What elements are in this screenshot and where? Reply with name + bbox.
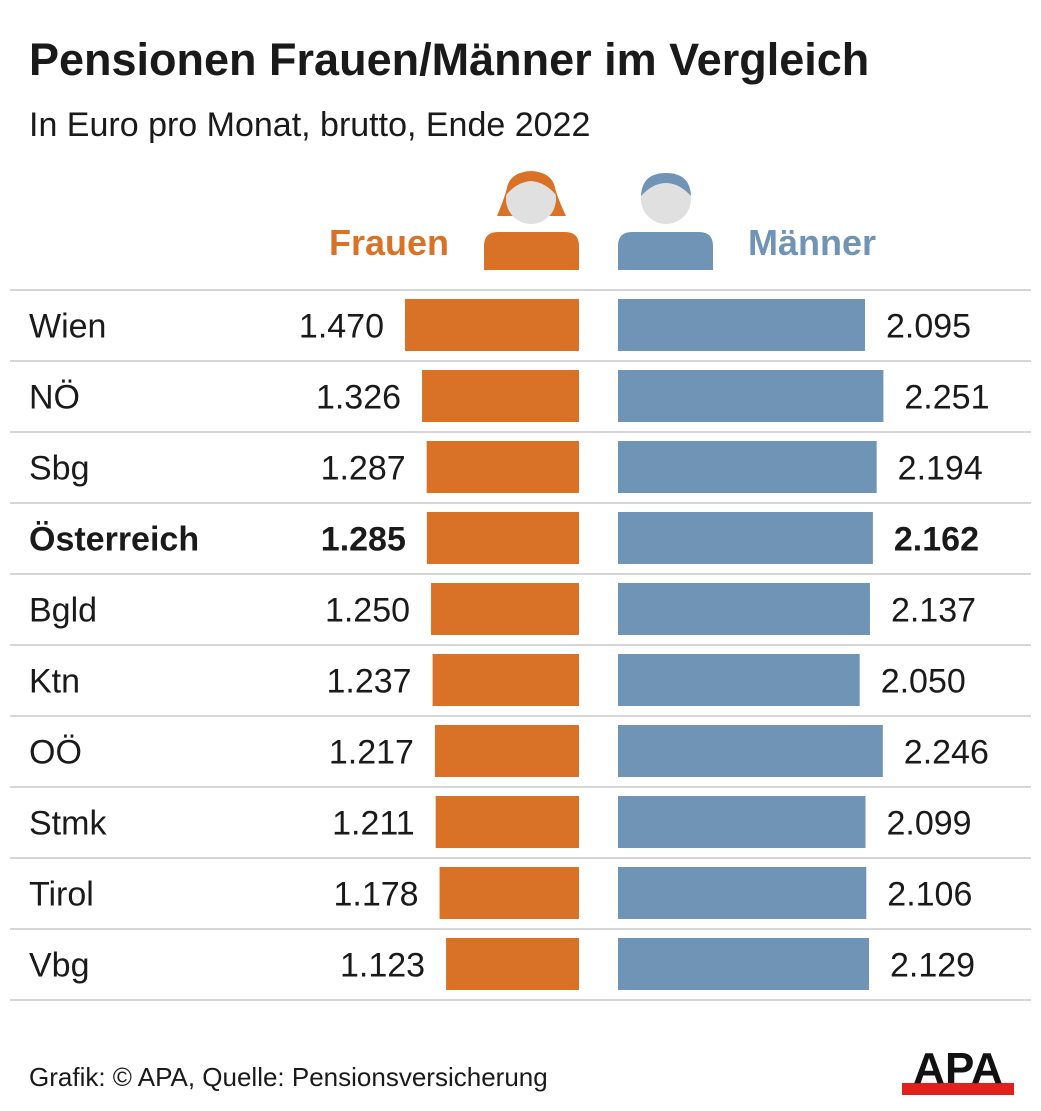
source-note: Grafik: © APA, Quelle: Pensionsversicher… — [29, 1062, 548, 1092]
value-label-frauen: 1.250 — [325, 592, 410, 630]
value-label-frauen: 1.470 — [299, 308, 384, 346]
category-label: Bgld — [29, 592, 97, 630]
category-label: Vbg — [29, 947, 90, 985]
category-label: Ktn — [29, 663, 80, 701]
bar-frauen — [426, 441, 579, 493]
bar-maenner — [618, 583, 870, 635]
bar-frauen — [422, 370, 579, 422]
category-label: Stmk — [29, 805, 107, 843]
chart-title: Pensionen Frauen/Männer im Vergleich — [29, 34, 870, 85]
value-label-frauen: 1.287 — [321, 450, 406, 488]
bar-frauen — [405, 299, 579, 351]
category-label: Wien — [29, 308, 106, 346]
value-label-maenner: 2.251 — [904, 379, 989, 417]
bar-maenner — [618, 512, 873, 564]
bar-maenner — [618, 796, 866, 848]
category-label: Sbg — [29, 450, 90, 488]
category-label: Österreich — [29, 521, 199, 559]
legend-maenner: Männer — [748, 222, 877, 263]
value-label-maenner: 2.129 — [890, 947, 975, 985]
value-label-maenner: 2.050 — [881, 663, 966, 701]
bar-maenner — [618, 725, 883, 777]
bar-frauen — [431, 583, 579, 635]
bar-maenner — [618, 654, 860, 706]
category-label: Tirol — [29, 876, 94, 914]
value-label-frauen: 1.123 — [340, 947, 425, 985]
bar-maenner — [618, 441, 877, 493]
value-label-maenner: 2.106 — [887, 876, 972, 914]
value-label-frauen: 1.217 — [329, 734, 414, 772]
bar-maenner — [618, 867, 867, 919]
bar-frauen — [439, 867, 579, 919]
value-label-maenner: 2.246 — [904, 734, 989, 772]
value-label-frauen: 1.237 — [326, 663, 411, 701]
chart-rows: Wien 1.470 2.095 NÖ 1.326 2.251 Sbg 1.287 2.194 Ö… — [10, 289, 1031, 1001]
apa-logo: APA — [902, 1045, 1014, 1095]
value-label-maenner: 2.095 — [886, 308, 971, 346]
bar-frauen — [432, 654, 579, 706]
value-label-frauen: 1.326 — [316, 379, 401, 417]
value-label-maenner: 2.099 — [886, 805, 971, 843]
chart-subtitle: In Euro pro Monat, brutto, Ende 2022 — [29, 106, 591, 144]
category-label: NÖ — [29, 379, 80, 417]
bar-maenner — [618, 938, 870, 990]
bar-maenner — [618, 370, 884, 422]
value-label-maenner: 2.194 — [898, 450, 983, 488]
bar-frauen — [435, 796, 579, 848]
value-label-frauen: 1.178 — [333, 876, 418, 914]
man-icon — [618, 173, 713, 270]
value-label-frauen: 1.285 — [321, 521, 406, 559]
value-label-maenner: 2.137 — [891, 592, 976, 630]
bar-frauen — [434, 725, 579, 777]
legend-frauen: Frauen — [329, 222, 450, 263]
value-label-maenner: 2.162 — [894, 521, 979, 559]
category-label: OÖ — [29, 734, 82, 772]
bar-maenner — [618, 299, 865, 351]
value-label-frauen: 1.211 — [332, 805, 415, 843]
bar-frauen — [446, 938, 579, 990]
svg-text:APA: APA — [913, 1045, 1003, 1093]
bar-frauen — [426, 512, 579, 564]
woman-icon — [484, 171, 579, 270]
